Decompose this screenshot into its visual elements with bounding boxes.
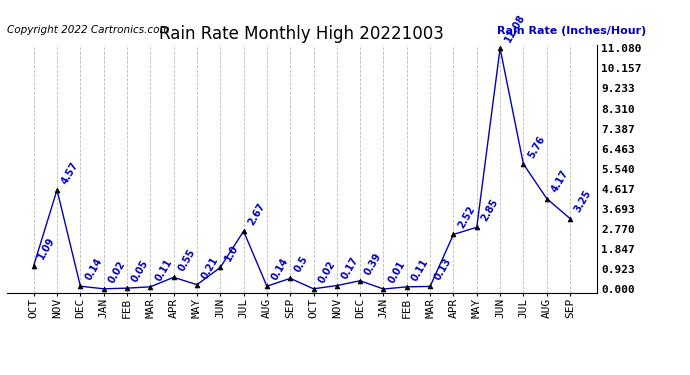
Text: 1.0: 1.0: [223, 243, 240, 263]
Text: 1.09: 1.09: [37, 236, 57, 261]
Text: 0.11: 0.11: [410, 257, 431, 283]
Text: 0.11: 0.11: [153, 257, 174, 283]
Title: Rain Rate Monthly High 20221003: Rain Rate Monthly High 20221003: [159, 26, 444, 44]
Text: 0.21: 0.21: [199, 255, 220, 280]
Text: 0.13: 0.13: [433, 256, 453, 282]
Text: 0.05: 0.05: [130, 258, 150, 284]
Text: 0.17: 0.17: [339, 256, 360, 281]
Text: 2.67: 2.67: [246, 201, 267, 227]
Text: 0.01: 0.01: [386, 259, 407, 285]
Text: 0.39: 0.39: [363, 251, 384, 277]
Text: 4.17: 4.17: [549, 169, 570, 194]
Text: 0.55: 0.55: [177, 248, 197, 273]
Text: 5.76: 5.76: [526, 134, 547, 160]
Text: Rain Rate (Inches/Hour): Rain Rate (Inches/Hour): [497, 26, 646, 36]
Text: Copyright 2022 Cartronics.com: Copyright 2022 Cartronics.com: [7, 25, 170, 35]
Text: 0.5: 0.5: [293, 254, 310, 274]
Text: 3.25: 3.25: [573, 189, 593, 214]
Text: 0.14: 0.14: [270, 256, 290, 282]
Text: 2.85: 2.85: [480, 197, 500, 223]
Text: 11.08: 11.08: [503, 12, 527, 44]
Text: 4.57: 4.57: [60, 160, 81, 186]
Text: 0.14: 0.14: [83, 256, 104, 282]
Text: 0.02: 0.02: [316, 259, 337, 285]
Text: 0.02: 0.02: [106, 259, 127, 285]
Text: 2.52: 2.52: [456, 204, 477, 230]
